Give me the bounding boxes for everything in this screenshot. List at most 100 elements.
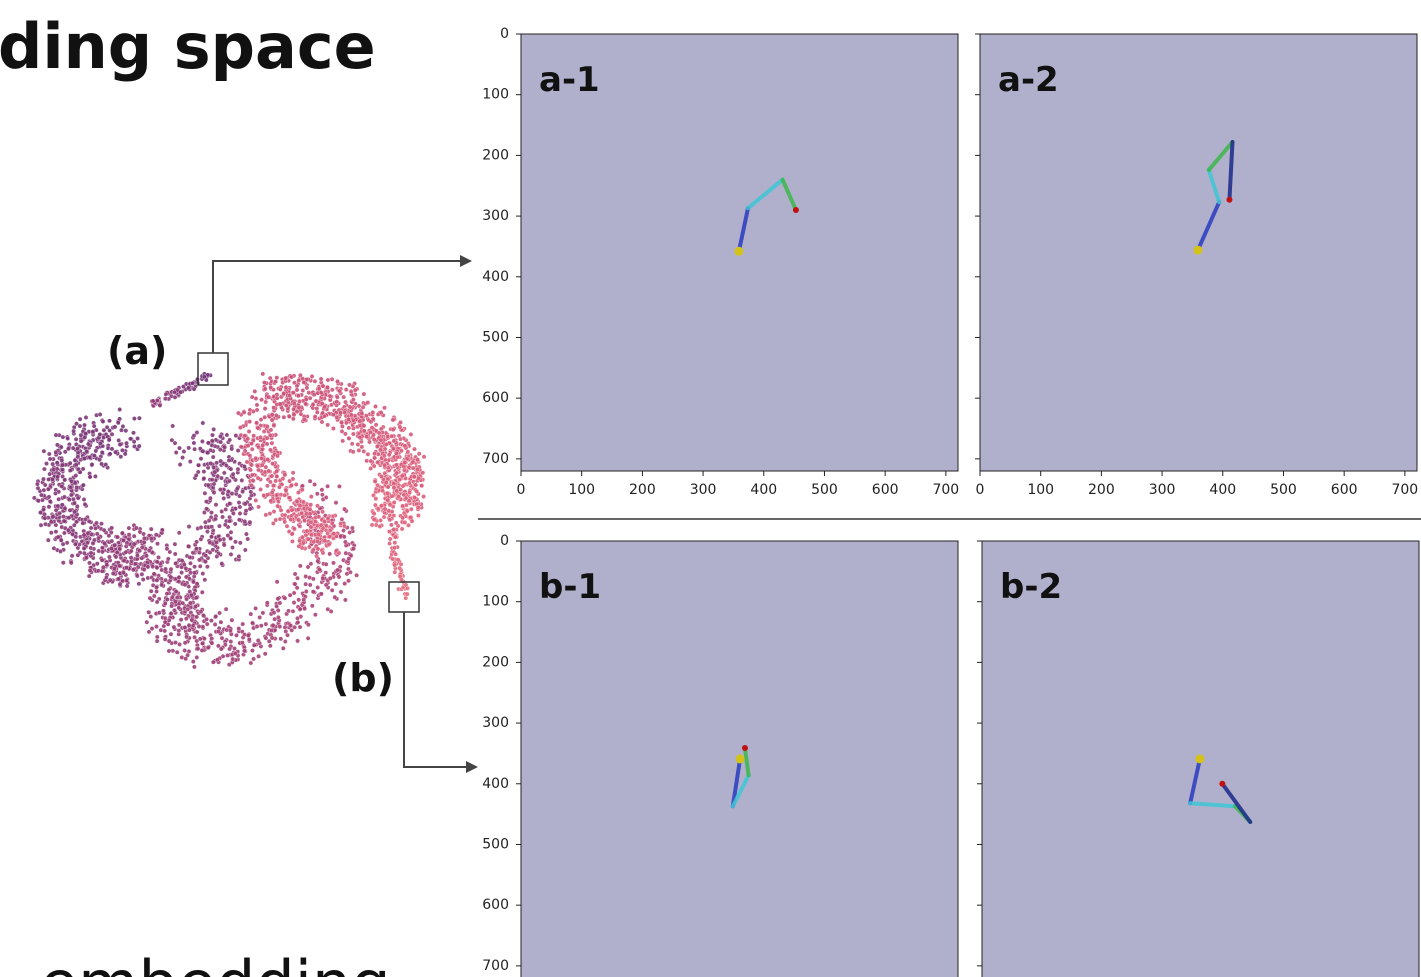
- embedding-point: [90, 462, 94, 466]
- embedding-point: [265, 442, 269, 446]
- x-tick-label: 200: [1088, 482, 1115, 498]
- embedding-point: [199, 609, 203, 613]
- embedding-point: [286, 609, 290, 613]
- embedding-point: [173, 600, 177, 604]
- embedding-point: [251, 657, 255, 661]
- embedding-point: [177, 606, 181, 610]
- embedding-point: [404, 596, 408, 600]
- embedding-point: [127, 526, 131, 530]
- embedding-point: [68, 461, 72, 465]
- embedding-point: [177, 575, 181, 579]
- embedding-point: [250, 621, 254, 625]
- base-joint: [734, 247, 743, 256]
- embedding-point: [326, 423, 330, 427]
- embedding-point: [366, 452, 370, 456]
- embedding-point: [123, 452, 127, 456]
- embedding-point: [399, 562, 403, 566]
- embedding-point: [309, 494, 313, 498]
- embedding-point: [84, 556, 88, 560]
- embedding-point: [304, 574, 308, 578]
- embedding-point: [107, 534, 111, 538]
- embedding-point: [409, 507, 413, 511]
- embedding-point: [335, 395, 339, 399]
- embedding-point: [227, 479, 231, 483]
- embedding-point: [292, 600, 296, 604]
- embedding-point: [93, 474, 97, 478]
- embedding-point: [343, 410, 347, 414]
- embedding-point: [181, 384, 185, 388]
- embedding-point: [298, 503, 302, 507]
- embedding-point: [342, 507, 346, 511]
- embedding-point: [108, 578, 112, 582]
- embedding-point: [265, 424, 269, 428]
- embedding-point: [119, 455, 123, 459]
- embedding-point: [48, 472, 52, 476]
- panel-label: a-1: [539, 60, 600, 100]
- y-tick-label: 200: [482, 654, 509, 670]
- embedding-point: [228, 438, 232, 442]
- embedding-point: [378, 524, 382, 528]
- embedding-point: [199, 537, 203, 541]
- embedding-point: [49, 531, 53, 535]
- embedding-point: [88, 568, 92, 572]
- embedding-point: [66, 528, 70, 532]
- embedding-point: [168, 550, 172, 554]
- embedding-point: [68, 468, 72, 472]
- embedding-point: [335, 400, 339, 404]
- embedding-point: [288, 393, 292, 397]
- embedding-point: [225, 628, 229, 632]
- embedding-point: [184, 635, 188, 639]
- embedding-point: [200, 648, 204, 652]
- embedding-point: [187, 577, 191, 581]
- embedding-point: [107, 438, 111, 442]
- embedding-point: [304, 582, 308, 586]
- embedding-point: [393, 535, 397, 539]
- embedding-point: [169, 632, 173, 636]
- embedding-point: [399, 449, 403, 453]
- embedding-point: [275, 454, 279, 458]
- embedding-point: [270, 418, 274, 422]
- embedding-point: [147, 548, 151, 552]
- embedding-point: [134, 526, 138, 530]
- embedding-point: [379, 504, 383, 508]
- end-effector: [1226, 197, 1232, 203]
- embedding-point: [246, 537, 250, 541]
- embedding-point: [366, 400, 370, 404]
- embedding-point: [160, 528, 164, 532]
- embedding-point: [296, 620, 300, 624]
- embedding-point: [362, 449, 366, 453]
- arrowhead: [466, 761, 478, 773]
- embedding-point: [242, 410, 246, 414]
- embedding-point: [254, 456, 258, 460]
- embedding-point: [163, 637, 167, 641]
- embedding-point: [174, 450, 178, 454]
- embedding-point: [205, 565, 209, 569]
- embedding-point: [129, 549, 133, 553]
- embedding-point: [151, 399, 155, 403]
- embedding-point: [306, 636, 310, 640]
- embedding-point: [199, 525, 203, 529]
- embedding-point: [101, 419, 105, 423]
- embedding-point: [120, 531, 124, 535]
- embedding-point: [310, 604, 314, 608]
- embedding-point: [297, 399, 301, 403]
- embedding-point: [210, 525, 214, 529]
- embedding-point: [238, 505, 242, 509]
- embedding-point: [204, 617, 208, 621]
- embedding-point: [55, 461, 59, 465]
- embedding-point: [225, 653, 229, 657]
- embedding-point: [339, 590, 343, 594]
- embedding-point: [362, 392, 366, 396]
- embedding-point: [87, 574, 91, 578]
- embedding-point: [50, 477, 54, 481]
- embedding-point: [173, 640, 177, 644]
- embedding-point: [268, 448, 272, 452]
- x-tick-label: 0: [976, 482, 985, 498]
- embedding-point: [361, 405, 365, 409]
- y-tick-label: 500: [482, 836, 509, 852]
- embedding-point: [124, 429, 128, 433]
- embedding-point: [124, 565, 128, 569]
- embedding-point: [338, 411, 342, 415]
- embedding-point: [135, 574, 139, 578]
- embedding-point: [223, 445, 227, 449]
